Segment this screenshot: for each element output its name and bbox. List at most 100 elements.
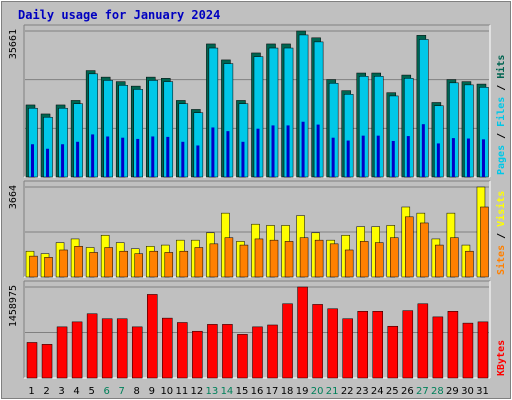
legend-separator: / bbox=[496, 227, 507, 245]
bar-kbytes bbox=[26, 342, 38, 379]
legend-item: Hits bbox=[495, 55, 507, 79]
x-tick-label: 30 bbox=[461, 386, 474, 397]
bar-sites bbox=[374, 242, 384, 278]
bar-sites bbox=[420, 222, 429, 278]
bar-pages bbox=[76, 141, 80, 177]
bar-kbytes bbox=[71, 321, 83, 379]
x-tick-label: 20 bbox=[311, 386, 324, 397]
legend-item: Files bbox=[495, 97, 507, 127]
x-tick-label: 13 bbox=[206, 386, 219, 397]
bar-pages bbox=[466, 138, 470, 177]
x-tick-label: 17 bbox=[266, 386, 279, 397]
bar-sites bbox=[450, 237, 459, 278]
bar-pages bbox=[451, 138, 455, 177]
bar-pages bbox=[166, 136, 170, 177]
bar-pages bbox=[361, 135, 365, 177]
bar-kbytes bbox=[327, 308, 338, 379]
bar-sites bbox=[254, 238, 264, 278]
legend-separator: / bbox=[496, 127, 507, 145]
bar-sites bbox=[359, 241, 369, 278]
bar-sites bbox=[89, 252, 98, 278]
bar-kbytes bbox=[357, 311, 368, 379]
bar-kbytes bbox=[41, 344, 53, 379]
legend-item: Pages bbox=[496, 145, 507, 175]
x-tick-label: 2 bbox=[43, 386, 49, 397]
x-tick-label: 23 bbox=[356, 386, 369, 397]
x-tick-label: 21 bbox=[326, 386, 339, 397]
bar-pages bbox=[241, 141, 245, 177]
bar-kbytes bbox=[116, 318, 128, 379]
bar-sites bbox=[44, 257, 53, 278]
x-tick-label: 7 bbox=[119, 386, 125, 397]
bar-sites bbox=[194, 247, 204, 278]
bar-pages bbox=[136, 138, 140, 177]
bar-pages bbox=[106, 136, 110, 177]
bar-kbytes bbox=[372, 311, 383, 379]
bar-sites bbox=[314, 239, 324, 278]
legend-separator: / bbox=[496, 79, 507, 97]
panel-kbytes: 1458975 KBytes bbox=[8, 280, 507, 379]
bar-sites bbox=[284, 241, 294, 278]
bar-pages bbox=[91, 134, 95, 177]
bar-kbytes bbox=[312, 304, 323, 379]
bar-kbytes bbox=[237, 334, 248, 379]
bar-sites bbox=[134, 253, 143, 278]
x-tick-label: 19 bbox=[296, 386, 309, 397]
bar-pages bbox=[316, 124, 320, 177]
bar-sites bbox=[299, 237, 309, 278]
bar-kbytes bbox=[86, 313, 98, 379]
bar-pages bbox=[331, 137, 335, 177]
bar-pages bbox=[406, 136, 410, 177]
y-max-label: 35661 bbox=[8, 29, 19, 59]
legend-requests: Pages / Files / Hits bbox=[495, 55, 507, 175]
legend-item: KBytes bbox=[496, 340, 507, 376]
bar-sites bbox=[179, 250, 189, 278]
x-tick-label: 24 bbox=[371, 386, 384, 397]
legend-item: Visits bbox=[495, 191, 507, 227]
bar-pages bbox=[151, 136, 155, 177]
bar-pages bbox=[421, 124, 425, 177]
bar-kbytes bbox=[342, 318, 353, 379]
legend-item: Sites bbox=[495, 245, 507, 275]
y-max-label: 3664 bbox=[8, 185, 19, 209]
bar-pages bbox=[46, 148, 50, 177]
bar-kbytes bbox=[462, 322, 474, 379]
x-tick-label: 4 bbox=[73, 386, 79, 397]
x-axis-labels: 1 2 3 4 5 6 7 8 9 10 11 12 13 14 15 16 17 18 19 20 21 22 23 24 2… bbox=[28, 386, 489, 397]
x-tick-label: 12 bbox=[191, 386, 204, 397]
bar-kbytes bbox=[207, 324, 218, 379]
x-tick-label: 22 bbox=[341, 386, 354, 397]
bar-pages bbox=[271, 125, 275, 177]
chart-panels: 35661 Pages / Files / Hits 3664 Sites / Vis… bbox=[8, 24, 507, 379]
bar-kbytes bbox=[477, 321, 489, 379]
bar-kbytes bbox=[387, 325, 399, 379]
bar-sites bbox=[390, 237, 399, 278]
bar-pages bbox=[211, 127, 215, 177]
x-tick-label: 26 bbox=[401, 386, 414, 397]
chart-title: Daily usage for January 2024 bbox=[18, 8, 220, 22]
bar-sites bbox=[164, 252, 174, 278]
bar-pages bbox=[196, 145, 200, 177]
bar-sites bbox=[74, 246, 83, 278]
bar-kbytes bbox=[147, 294, 158, 379]
bar-sites bbox=[405, 216, 414, 278]
bar-pages bbox=[436, 143, 440, 177]
x-tick-label: 5 bbox=[88, 386, 94, 397]
bar-sites bbox=[119, 250, 128, 278]
bar-sites bbox=[149, 250, 159, 278]
bar-pages bbox=[226, 131, 230, 177]
bar-pages bbox=[31, 144, 34, 177]
bar-sites bbox=[465, 250, 474, 278]
x-tick-label: 15 bbox=[236, 386, 249, 397]
bar-pages bbox=[286, 125, 290, 177]
bar-sites bbox=[59, 249, 68, 278]
x-tick-label: 8 bbox=[134, 386, 140, 397]
bar-kbytes bbox=[432, 316, 444, 379]
bar-sites bbox=[329, 243, 339, 278]
x-tick-label: 9 bbox=[149, 386, 155, 397]
bar-pages bbox=[376, 135, 380, 177]
bar-kbytes bbox=[222, 324, 233, 379]
bar-pages bbox=[61, 144, 65, 177]
bar-sites bbox=[104, 247, 113, 278]
